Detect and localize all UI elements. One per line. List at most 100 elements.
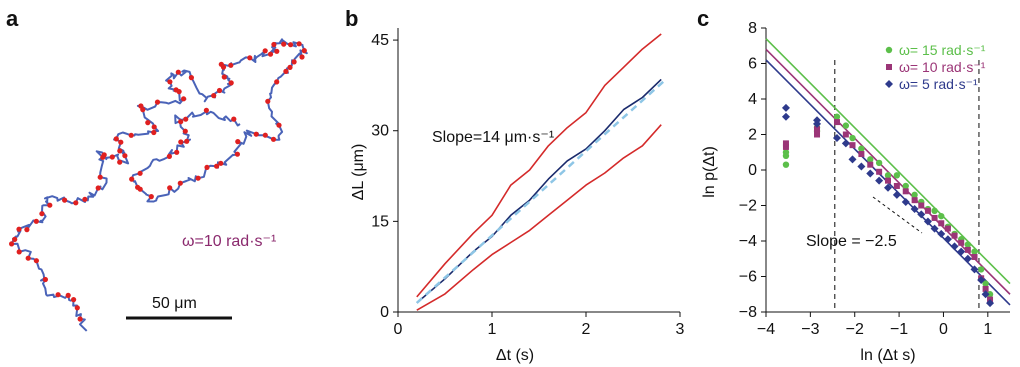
- panel-c-point: [867, 161, 874, 168]
- trajectory-marker: [39, 211, 45, 217]
- panel-c-point: [858, 145, 865, 152]
- trajectory-marker: [16, 226, 22, 232]
- panel-c-point: [884, 183, 892, 192]
- trajectory-marker: [228, 80, 234, 86]
- trajectory-marker: [151, 129, 157, 136]
- trajectory-marker: [288, 42, 294, 48]
- trajectory-marker: [296, 41, 302, 47]
- trajectory-path: [10, 38, 308, 332]
- panel-b-x-tick-label: 3: [676, 321, 685, 338]
- trajectory-marker: [271, 41, 277, 48]
- trajectory-marker: [235, 139, 241, 145]
- trajectory-marker: [270, 136, 277, 142]
- panel-c-y-tick-label: 4: [748, 91, 757, 108]
- panel-c-point: [893, 172, 901, 179]
- panel-c-legend: ω= 15 rad·s⁻¹ω= 10 rad·s⁻¹ω= 5 rad·s⁻¹: [885, 42, 986, 92]
- trajectory-marker: [183, 116, 189, 122]
- panel-c-point: [857, 162, 866, 171]
- panel-b-line-lower: [416, 124, 662, 311]
- panel-c-point: [841, 139, 850, 148]
- panel-c-y-tick-label: 6: [748, 56, 757, 73]
- panel-c-legend-marker: [886, 64, 892, 70]
- trajectory-marker: [173, 87, 179, 93]
- panel-c-point: [876, 168, 883, 175]
- panel-c-point: [884, 172, 892, 179]
- trajectory-marker: [276, 122, 282, 128]
- panel-c-point: [977, 266, 985, 273]
- trajectory-marker: [47, 202, 53, 208]
- trajectory-marker: [166, 153, 172, 159]
- trajectory-marker: [138, 103, 144, 109]
- panel-c-point: [931, 214, 938, 221]
- trajectory-marker: [231, 116, 237, 122]
- panel-c-point: [849, 134, 856, 142]
- panel-b-x-axis-label: Δt (s): [496, 347, 534, 364]
- panel-c-x-tick-label: −2: [846, 321, 864, 338]
- trajectory-marker: [203, 107, 209, 113]
- panel-c-point: [901, 197, 910, 206]
- omega-label: ω=10 rad·s⁻¹: [182, 233, 276, 250]
- panel-c-point: [951, 232, 958, 239]
- panel-c-point: [977, 276, 986, 285]
- panel-c-point: [938, 220, 945, 227]
- panel-b-y-tick-label: 15: [371, 213, 389, 230]
- panel-c-point: [938, 212, 945, 220]
- panel-c-point: [923, 217, 932, 226]
- trajectory-marker: [137, 170, 143, 176]
- panel-c-point: [875, 176, 884, 185]
- panel-c-point: [842, 122, 850, 129]
- trajectory-marker: [113, 136, 119, 142]
- panel-c-point: [971, 248, 978, 255]
- panel-b-line-linear-fit: [415, 78, 667, 304]
- trajectory-marker: [12, 236, 18, 242]
- trajectory-marker: [148, 194, 154, 200]
- panel-c-point: [963, 254, 972, 263]
- trajectory-marker: [204, 164, 210, 170]
- panel-c-point: [782, 161, 790, 168]
- panel-c-point: [893, 182, 900, 189]
- panel-c-point: [917, 210, 926, 219]
- trajectory-marker: [117, 159, 123, 165]
- panel-c-point: [911, 197, 918, 204]
- panel-b-y-axis-label: ΔL (μm): [350, 144, 367, 201]
- panel-c-point: [964, 241, 972, 248]
- panel-a-trajectory: ω=10 rad·s⁻¹ 50 μm: [9, 38, 308, 332]
- trajectory-marker: [281, 41, 287, 47]
- trajectory-marker: [181, 96, 187, 102]
- trajectory-marker: [195, 175, 201, 181]
- panel-c-point: [782, 149, 790, 156]
- panel-c-point: [848, 155, 857, 164]
- trajectory-marker: [25, 255, 31, 261]
- trajectory-marker: [167, 185, 173, 191]
- trajectory-marker: [33, 258, 40, 264]
- trajectory-marker: [55, 292, 61, 298]
- trajectory-marker: [211, 93, 217, 99]
- trajectory-marker: [184, 138, 190, 144]
- panel-c-point: [858, 151, 865, 158]
- scale-bar-label: 50 μm: [152, 295, 197, 312]
- trajectory-marker: [71, 297, 77, 303]
- trajectory-marker: [216, 87, 223, 94]
- trajectory-marker: [234, 151, 240, 157]
- panel-b-y-tick-label: 0: [380, 304, 389, 321]
- trajectory-marker: [74, 305, 80, 311]
- panel-b-slope-annotation: Slope=14 μm·s⁻¹: [432, 129, 554, 146]
- trajectory-marker: [218, 61, 224, 67]
- trajectory-marker: [247, 55, 253, 61]
- trajectory-marker: [122, 153, 128, 159]
- panel-c-point: [833, 119, 840, 126]
- trajectory-marker: [118, 139, 124, 145]
- trajectory-marker: [24, 227, 30, 233]
- panel-c-y-tick-label: −2: [739, 198, 757, 215]
- trajectory-marker: [301, 48, 307, 54]
- panel-c-point: [918, 202, 925, 209]
- trajectory-marker: [178, 119, 184, 125]
- panel-c-axes: −4 −3 −2 −1 0 1 −8 −6 −4 −2 0 2 4 6 8: [739, 20, 1010, 338]
- panel-c-point: [982, 280, 989, 287]
- panel-c-point: [986, 299, 995, 308]
- trajectory-marker: [178, 139, 184, 145]
- panel-c-y-tick-label: −4: [739, 233, 757, 250]
